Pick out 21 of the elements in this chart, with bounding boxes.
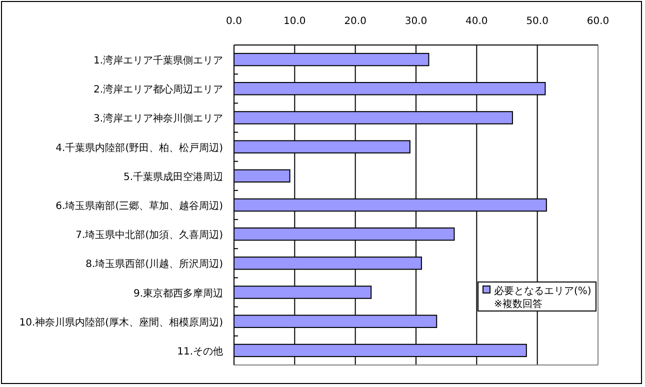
x-tick-label: 50.0 xyxy=(526,16,548,27)
legend-label: 必要となるエリア(%) xyxy=(494,285,592,297)
x-tick-label: 0.0 xyxy=(226,16,242,27)
x-tick-label: 20.0 xyxy=(344,16,366,27)
y-tick-label: 7.埼玉県中北部(加須、久喜周辺) xyxy=(76,229,224,242)
x-tick-label: 10.0 xyxy=(284,16,306,27)
x-tick-label: 40.0 xyxy=(466,16,488,27)
y-tick-label: 9.東京都西多摩周辺 xyxy=(133,287,223,300)
y-tick-label: 1.湾岸エリア千葉県側エリア xyxy=(93,54,223,67)
y-tick-label: 2.湾岸エリア都心周辺エリア xyxy=(93,84,223,96)
x-tick-label: 60.0 xyxy=(586,16,610,27)
y-tick-label: 3.湾岸エリア神奈川側エリア xyxy=(93,112,223,125)
y-tick-label: 8.埼玉県西部(川越、所沢周辺) xyxy=(86,258,224,270)
y-tick-label: 4.千葉県内陸部(野田、柏、松戸周辺) xyxy=(56,142,224,154)
y-tick-label: 5.千葉県成田空港周辺 xyxy=(123,170,223,183)
y-tick-label: 11.その他 xyxy=(177,345,223,358)
y-tick-label: 10.神奈川県内陸部(厚木、座間、相模原周辺) xyxy=(19,316,224,328)
annotation: ※複数回答 xyxy=(494,298,542,310)
x-tick-label: 30.0 xyxy=(404,16,428,27)
y-tick-label: 6.埼玉県南部(三郷、草加、越谷周辺) xyxy=(56,200,224,212)
bar xyxy=(234,169,290,183)
